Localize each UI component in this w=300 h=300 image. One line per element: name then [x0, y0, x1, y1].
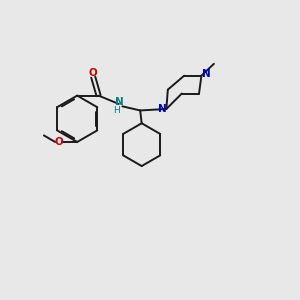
Text: H: H: [113, 106, 120, 115]
Text: N: N: [158, 104, 167, 114]
Text: N: N: [202, 69, 211, 79]
Text: N: N: [115, 97, 124, 107]
Text: O: O: [89, 68, 98, 78]
Text: O: O: [54, 137, 63, 147]
